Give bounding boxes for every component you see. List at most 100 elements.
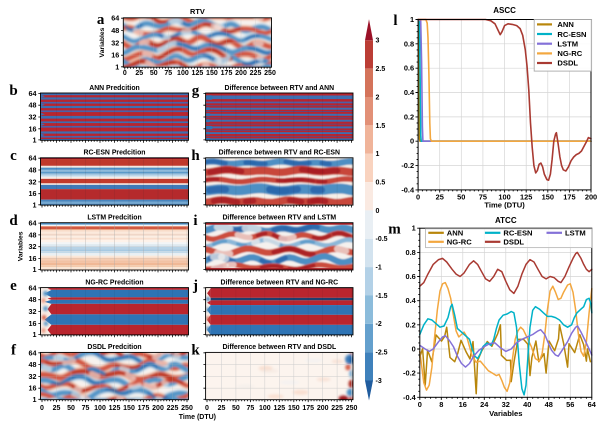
svg-text:225: 225 [250,70,262,77]
svg-text:32: 32 [29,177,37,186]
svg-text:ANN Predcition: ANN Predcition [89,85,140,92]
svg-text:0: 0 [376,208,380,215]
svg-text:ANN: ANN [557,20,573,29]
svg-text:RC-ESN: RC-ESN [557,30,586,39]
svg-text:125: 125 [273,405,285,412]
svg-text:-2: -2 [376,321,382,328]
svg-text:0: 0 [40,405,44,412]
svg-text:Variables: Variables [17,231,24,261]
svg-text:3: 3 [376,38,380,45]
svg-text:32: 32 [111,38,119,47]
svg-text:16: 16 [459,400,467,409]
svg-text:f: f [11,343,17,359]
svg-text:64: 64 [29,219,37,228]
svg-text:h: h [191,148,200,164]
svg-text:32: 32 [29,242,37,251]
svg-text:175: 175 [221,70,233,77]
svg-text:175: 175 [563,193,575,202]
svg-text:1.5: 1.5 [376,123,386,130]
svg-text:32: 32 [29,307,37,316]
svg-text:200: 200 [235,70,247,77]
svg-text:ANN: ANN [447,229,463,238]
svg-text:2: 2 [376,94,380,101]
svg-text:0.8: 0.8 [406,248,416,257]
svg-text:48: 48 [545,400,553,409]
svg-text:-0.5: -0.5 [376,236,388,243]
svg-text:-0.2: -0.2 [403,369,416,378]
svg-text:LSTM: LSTM [565,229,586,238]
svg-text:0: 0 [416,193,420,202]
svg-text:-2.5: -2.5 [376,350,388,357]
svg-text:l: l [393,13,397,29]
svg-text:16: 16 [29,384,37,393]
svg-text:8: 8 [439,400,443,409]
svg-text:LSTM: LSTM [557,39,578,48]
svg-text:Variables: Variables [99,27,106,57]
svg-text:56: 56 [566,400,574,409]
svg-text:250: 250 [346,405,358,412]
svg-text:k: k [191,343,200,359]
svg-text:150: 150 [542,193,554,202]
svg-text:48: 48 [29,101,37,110]
svg-text:75: 75 [82,405,90,412]
svg-text:250: 250 [264,70,276,77]
svg-text:0: 0 [205,405,209,412]
svg-text:225: 225 [167,405,179,412]
svg-text:75: 75 [479,193,487,202]
svg-text:175: 175 [138,405,150,412]
svg-text:Time (DTU): Time (DTU) [484,201,525,210]
svg-text:DSDL: DSDL [503,238,524,247]
svg-text:50: 50 [457,193,465,202]
svg-text:Difference between RTV and ANN: Difference between RTV and ANN [224,85,334,92]
svg-text:a: a [97,12,105,28]
svg-text:Difference between RTV and NG-: Difference between RTV and NG-RC [221,279,339,286]
svg-text:0.4: 0.4 [404,88,415,97]
svg-text:d: d [9,213,18,229]
svg-text:c: c [10,148,17,164]
svg-text:ATCC: ATCC [495,216,517,225]
svg-text:0.2: 0.2 [404,112,414,121]
svg-text:Difference between RTV and RC-: Difference between RTV and RC-ESN [219,150,340,157]
svg-text:0: 0 [410,137,414,146]
svg-text:250: 250 [181,405,193,412]
svg-text:j: j [192,278,198,294]
svg-text:1: 1 [115,62,119,71]
svg-text:150: 150 [288,405,300,412]
svg-text:25: 25 [135,70,143,77]
svg-text:2.5: 2.5 [376,66,386,73]
svg-text:Variables: Variables [489,409,522,418]
svg-text:48: 48 [111,26,119,35]
svg-text:125: 125 [192,70,204,77]
svg-text:Difference between RTV and DSD: Difference between RTV and DSDL [222,344,336,351]
svg-text:16: 16 [111,51,119,60]
svg-text:-1: -1 [376,265,382,272]
svg-text:16: 16 [29,189,37,198]
svg-text:75: 75 [164,70,172,77]
svg-text:0.2: 0.2 [406,320,416,329]
svg-text:RC-ESN: RC-ESN [503,229,532,238]
svg-text:200: 200 [317,405,329,412]
svg-text:1: 1 [412,224,416,233]
svg-text:NG-RC: NG-RC [447,238,472,247]
svg-text:48: 48 [29,230,37,239]
svg-text:50: 50 [150,70,158,77]
svg-text:125: 125 [520,193,532,202]
svg-text:150: 150 [123,405,135,412]
svg-text:64: 64 [29,283,37,292]
svg-text:0: 0 [418,400,422,409]
svg-text:0.6: 0.6 [406,272,416,281]
svg-text:-1.5: -1.5 [376,293,388,300]
svg-text:48: 48 [29,295,37,304]
svg-text:32: 32 [502,400,510,409]
svg-text:-0.4: -0.4 [401,185,415,194]
svg-text:100: 100 [94,405,106,412]
svg-text:150: 150 [206,70,218,77]
svg-text:b: b [9,83,17,99]
svg-text:LSTM Predcition: LSTM Predcition [87,215,141,222]
svg-text:100: 100 [498,193,510,202]
svg-text:1: 1 [33,265,37,274]
svg-text:125: 125 [109,405,121,412]
svg-text:48: 48 [29,360,37,369]
svg-text:32: 32 [29,372,37,381]
svg-text:175: 175 [302,405,314,412]
